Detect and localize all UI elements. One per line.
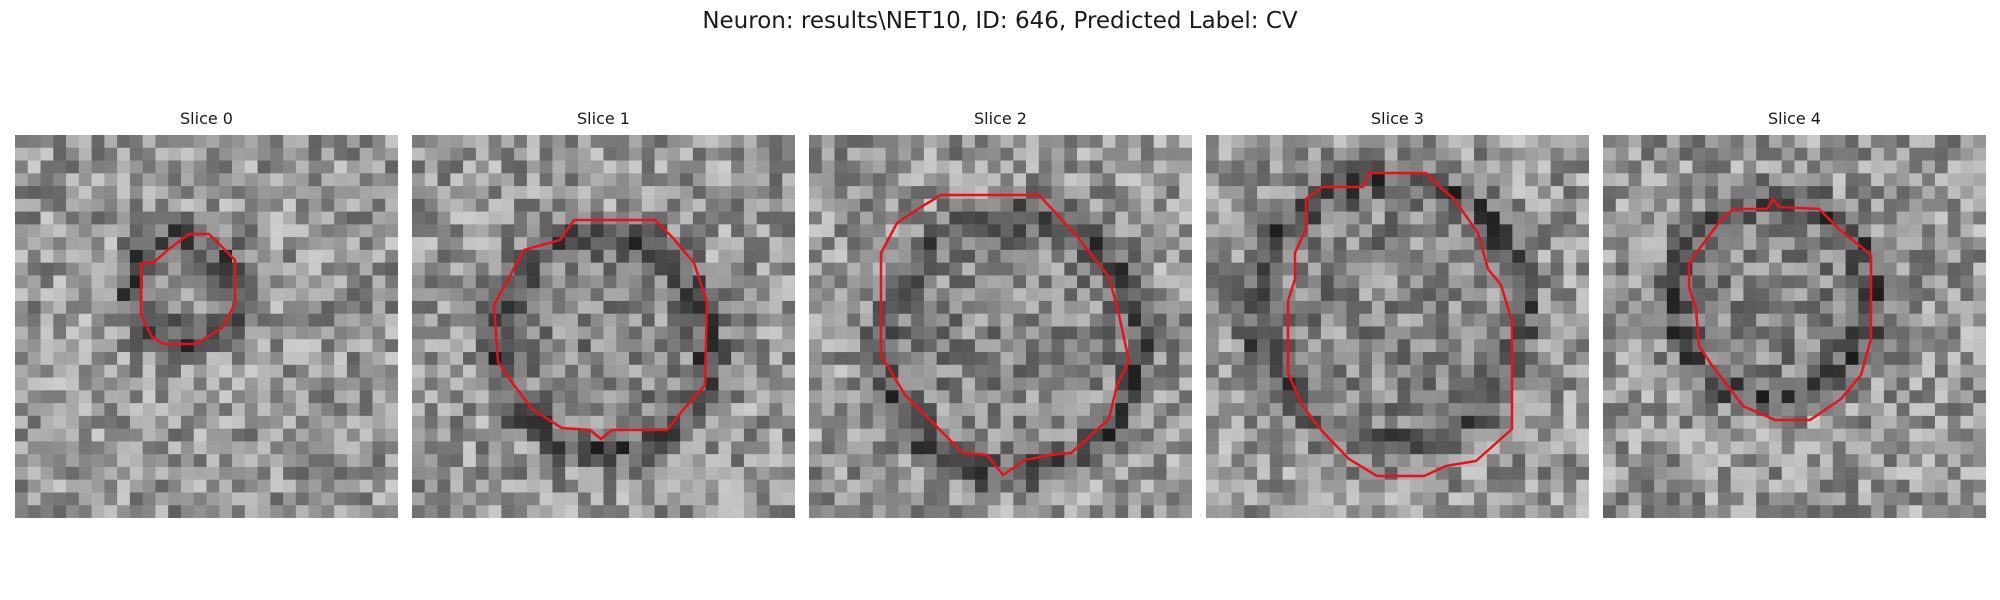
slice-title: Slice 4	[1768, 109, 1821, 128]
slice-image	[15, 135, 398, 518]
slice-image	[1603, 135, 1986, 518]
slice-title: Slice 2	[974, 109, 1027, 128]
slice-title: Slice 0	[180, 109, 233, 128]
slice-panel-2: Slice 2	[809, 109, 1192, 518]
slice-image	[809, 135, 1192, 518]
slice-image	[412, 135, 795, 518]
figure-title: Neuron: results\NET10, ID: 646, Predicte…	[702, 8, 1298, 34]
slice-panel-0: Slice 0	[15, 109, 398, 518]
slice-title: Slice 3	[1371, 109, 1424, 128]
slice-panel-4: Slice 4	[1603, 109, 1986, 518]
slice-title: Slice 1	[577, 109, 630, 128]
slice-image	[1206, 135, 1589, 518]
slice-panel-1: Slice 1	[412, 109, 795, 518]
slice-panel-3: Slice 3	[1206, 109, 1589, 518]
